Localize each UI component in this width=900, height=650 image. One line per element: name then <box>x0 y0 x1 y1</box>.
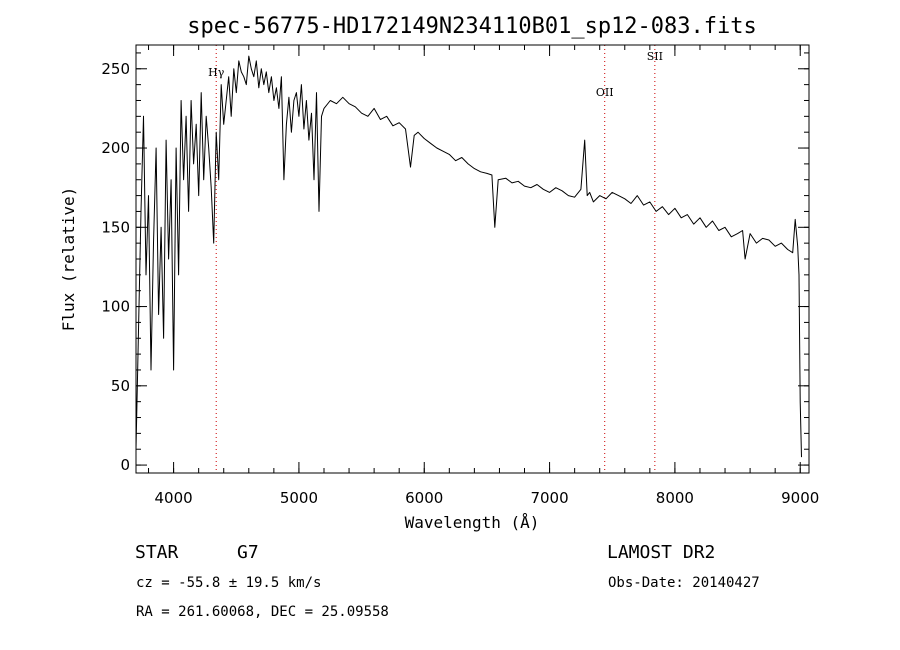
y-tick-label: 0 <box>120 456 130 474</box>
y-tick-label: 100 <box>101 298 130 316</box>
x-tick-label: 9000 <box>781 489 819 507</box>
survey-name: LAMOST DR2 <box>607 542 716 563</box>
y-tick-label: 150 <box>101 218 130 236</box>
line-marker-label: Hγ <box>208 66 225 79</box>
line-marker-label: SII <box>647 50 663 63</box>
x-tick-label: 6000 <box>405 489 443 507</box>
y-axis-label: Flux (relative) <box>59 187 78 332</box>
x-tick-label: 4000 <box>155 489 193 507</box>
x-tick-label: 8000 <box>656 489 694 507</box>
spectrum-line <box>135 55 802 458</box>
obs-date-text: Obs-Date: 20140427 <box>608 575 760 591</box>
spectrum-series-group <box>135 55 802 458</box>
coordinates-text: RA = 261.60068, DEC = 25.09558 <box>136 604 389 620</box>
line-marker-label: OII <box>596 86 614 99</box>
line-markers-group: Hγ OII SII <box>208 45 663 473</box>
object-subclass: G7 <box>237 542 259 563</box>
y-tick-label: 200 <box>101 139 130 157</box>
plot-frame <box>135 44 810 474</box>
axis-ticks-group: 4000 5000 6000 7000 8000 9000 0 50 100 150 200 250 <box>101 45 819 507</box>
chart-title: spec-56775-HD172149N234110B01_sp12-083.f… <box>187 14 757 39</box>
y-tick-label: 250 <box>101 60 130 78</box>
x-tick-label: 7000 <box>530 489 568 507</box>
x-axis-label: Wavelength (Å) <box>405 513 540 532</box>
x-tick-label: 5000 <box>280 489 318 507</box>
y-tick-label: 50 <box>111 377 130 395</box>
redshift-text: cz = -55.8 ± 19.5 km/s <box>136 575 322 591</box>
object-class: STAR <box>135 542 179 563</box>
